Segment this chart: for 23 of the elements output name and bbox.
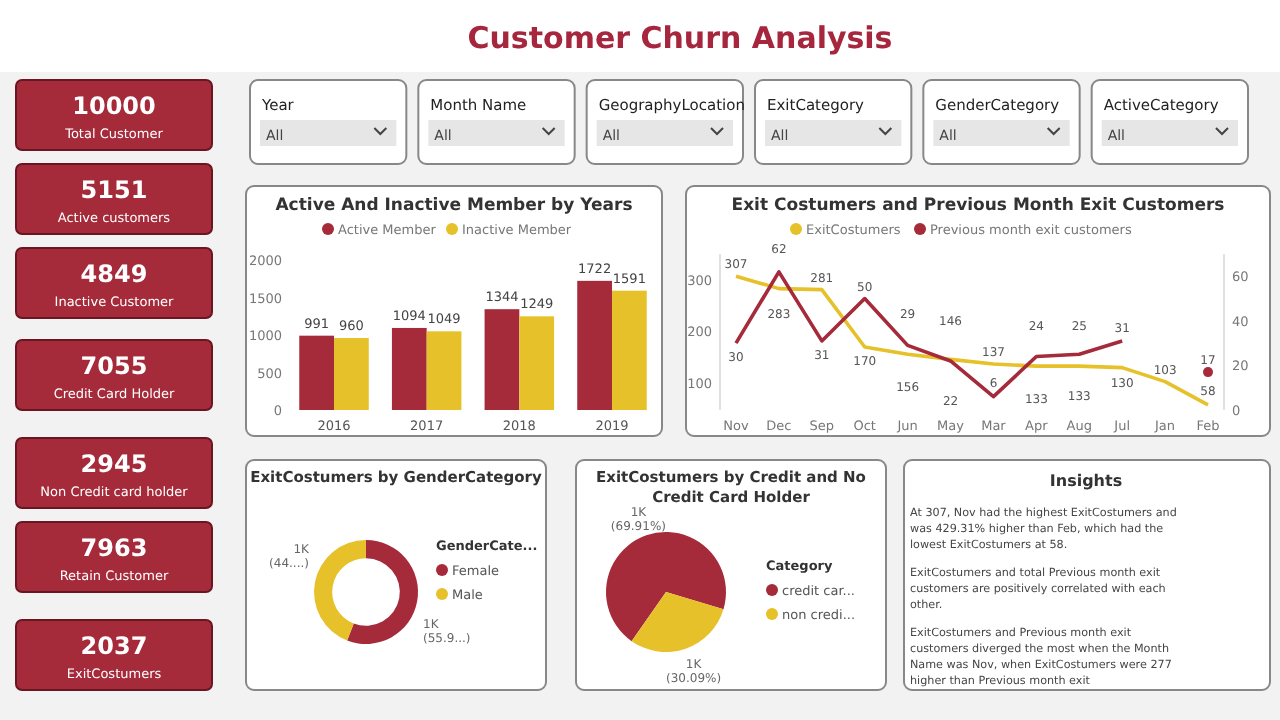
pie-slice: [631, 592, 724, 652]
pie-slice: [606, 532, 726, 642]
data-label: 5151: [80, 176, 148, 204]
data-label: 7055: [80, 352, 148, 380]
bar: [391, 327, 427, 410]
data-label: 4849: [80, 260, 148, 288]
chart-title: Active And Inactive Member by Years: [275, 196, 633, 216]
bar: [484, 309, 520, 410]
donut-slice: [347, 540, 418, 644]
bar: [519, 316, 555, 410]
data-label: 7963: [80, 534, 148, 562]
data-label: 2037: [80, 632, 148, 660]
data-label: 10000: [72, 92, 156, 120]
chart-title: Exit Costumers and Previous Month Exit Customers: [731, 196, 1225, 216]
bar: [334, 338, 369, 410]
bar: [577, 280, 612, 410]
bar: [299, 335, 335, 410]
bar: [426, 331, 462, 410]
bar: [611, 290, 647, 410]
donut-slice: [314, 540, 366, 641]
text: Customer Churn Analysis: [467, 20, 893, 56]
text: Insights: [1049, 472, 1123, 490]
data-label: 2945: [80, 450, 148, 478]
